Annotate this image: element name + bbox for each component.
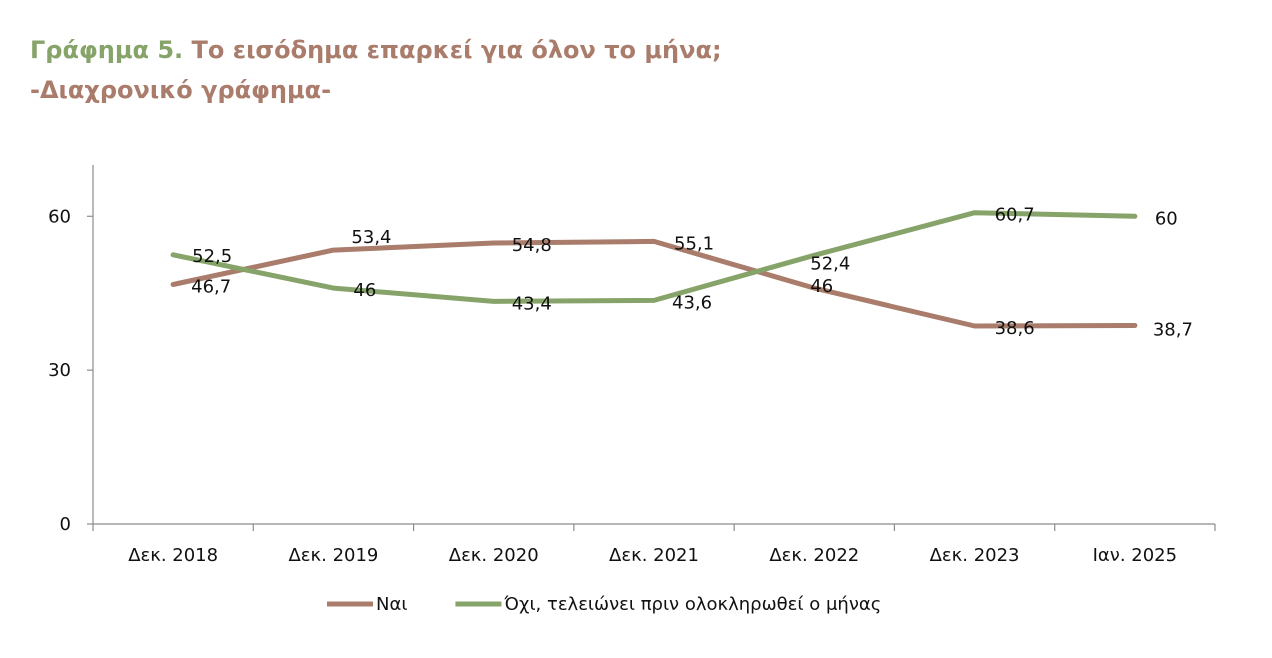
series-line-1: [170, 210, 1138, 304]
data-labels: 46,7 53,4 54,8 55,1 46 38,6 38,7 52,5 46 43,4 43,6…: [191, 205, 1193, 341]
data-label: 54,8: [512, 235, 552, 256]
data-label: 53,4: [351, 227, 391, 248]
chart-axes: 0 30 60 Δεκ. 2018 Δεκ. 2019 Δεκ. 2020 Δεκ. 202…: [48, 165, 1216, 566]
series-line-0: [170, 238, 1138, 329]
series-lines: [170, 210, 1138, 329]
x-tick-label: Δεκ. 2022: [769, 545, 859, 566]
data-label: 52,4: [810, 253, 850, 274]
legend-label-0: Ναι: [376, 594, 407, 615]
data-label: 46: [810, 276, 833, 297]
chart-title-number: Γράφημα 5.: [30, 36, 184, 64]
data-label: 38,6: [995, 318, 1035, 339]
legend-label-1: Όχι, τελειώνει πριν ολοκληρωθεί ο μήνας: [503, 594, 881, 615]
x-tick-label: Δεκ. 2021: [609, 545, 699, 566]
chart-title: Γράφημα 5. Το εισόδημα επαρκεί για όλον …: [30, 30, 722, 70]
data-label: 43,6: [672, 292, 712, 313]
data-label: 60: [1155, 208, 1178, 229]
data-label: 38,7: [1153, 320, 1193, 341]
data-label: 55,1: [674, 233, 714, 254]
data-label: 46: [353, 280, 376, 301]
x-tick-label: Δεκ. 2020: [449, 545, 539, 566]
chart-title-question: Το εισόδημα επαρκεί για όλον το μήνα;: [191, 36, 722, 64]
chart-legend: Ναι Όχι, τελειώνει πριν ολοκληρωθεί ο μήν…: [327, 594, 881, 615]
data-label: 60,7: [995, 205, 1035, 226]
chart-subtitle: -Διαχρονικό γράφημα-: [30, 76, 332, 104]
data-label: 43,4: [512, 293, 552, 314]
x-tick-label: Δεκ. 2019: [288, 545, 378, 566]
data-label: 46,7: [191, 276, 231, 297]
y-tick-label: 60: [48, 206, 71, 227]
y-tick-label: 30: [48, 360, 71, 381]
data-label: 52,5: [192, 246, 232, 267]
chart-title-block: Γράφημα 5. Το εισόδημα επαρκεί για όλον …: [30, 30, 722, 110]
y-tick-label: 0: [60, 514, 71, 535]
x-tick-label: Δεκ. 2018: [128, 545, 218, 566]
x-tick-label: Δεκ. 2023: [930, 545, 1020, 566]
x-tick-label: Ιαν. 2025: [1093, 545, 1177, 566]
